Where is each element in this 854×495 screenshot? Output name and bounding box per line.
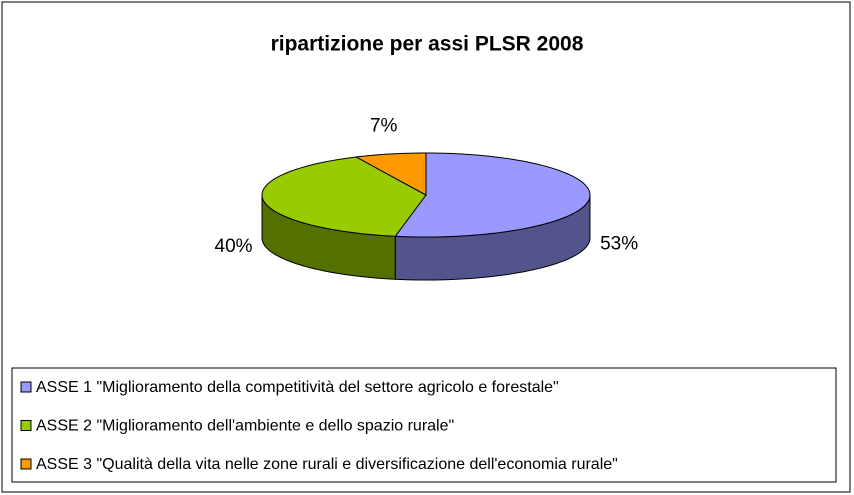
chart-title: ripartizione per assi PLSR 2008	[271, 33, 584, 56]
pie-slice	[261, 156, 427, 237]
legend-label: ASSE 3 "Qualità della vita nelle zone ru…	[36, 456, 618, 473]
data-label: 53%	[600, 234, 638, 255]
legend-swatch	[20, 420, 32, 431]
data-label: 40%	[215, 236, 253, 257]
legend-label: ASSE 1 "Miglioramento della competitivit…	[36, 379, 559, 396]
legend-swatch	[20, 381, 32, 393]
data-label: 7%	[370, 116, 398, 137]
legend-label: ASSE 2 "Miglioramento dell'ambiente e de…	[36, 418, 454, 435]
legend-box	[11, 367, 837, 483]
legend-swatch	[20, 458, 32, 470]
pie-slice	[354, 152, 427, 196]
pie-slice	[394, 152, 591, 238]
